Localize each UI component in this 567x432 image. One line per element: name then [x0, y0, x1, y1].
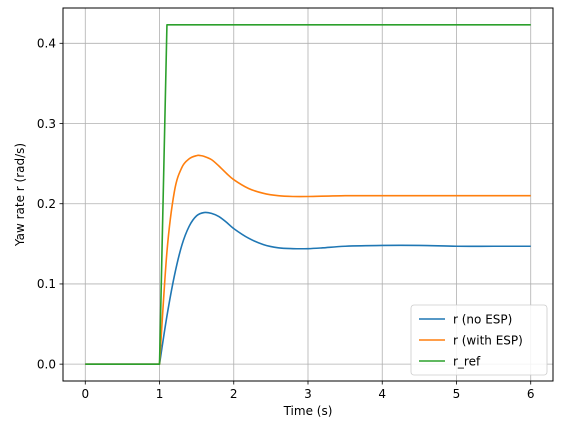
y-tick-label: 0.3	[37, 117, 56, 131]
series-line-1	[85, 154, 531, 365]
y-tick-label: 0.1	[37, 277, 56, 291]
y-axis-label: Yaw rate r (rad/s)	[13, 143, 27, 247]
legend-label: r_ref	[453, 354, 481, 368]
legend-box	[410, 304, 548, 376]
x-tick-label: 6	[527, 387, 535, 401]
legend-label: r (with ESP)	[453, 333, 523, 347]
legend: r (no ESP) r (with ESP) r_ref	[410, 304, 548, 376]
x-tick-label: 2	[230, 387, 238, 401]
legend-label: r (no ESP)	[453, 312, 512, 326]
series-line-2	[85, 24, 531, 365]
x-tick-label: 0	[81, 387, 89, 401]
ticks: 0 1 2 3 4 5 6 0.0 0.1 0.2 0.3 0.4	[37, 37, 535, 401]
x-tick-label: 3	[304, 387, 312, 401]
series-lines	[85, 24, 531, 365]
x-tick-label: 1	[156, 387, 164, 401]
x-axis-label: Time (s)	[283, 404, 333, 418]
y-tick-label: 0.2	[37, 197, 56, 211]
y-tick-label: 0.0	[37, 357, 56, 371]
x-tick-label: 4	[378, 387, 386, 401]
x-tick-label: 5	[453, 387, 461, 401]
series-line-0	[85, 211, 531, 365]
y-tick-label: 0.4	[37, 37, 56, 51]
